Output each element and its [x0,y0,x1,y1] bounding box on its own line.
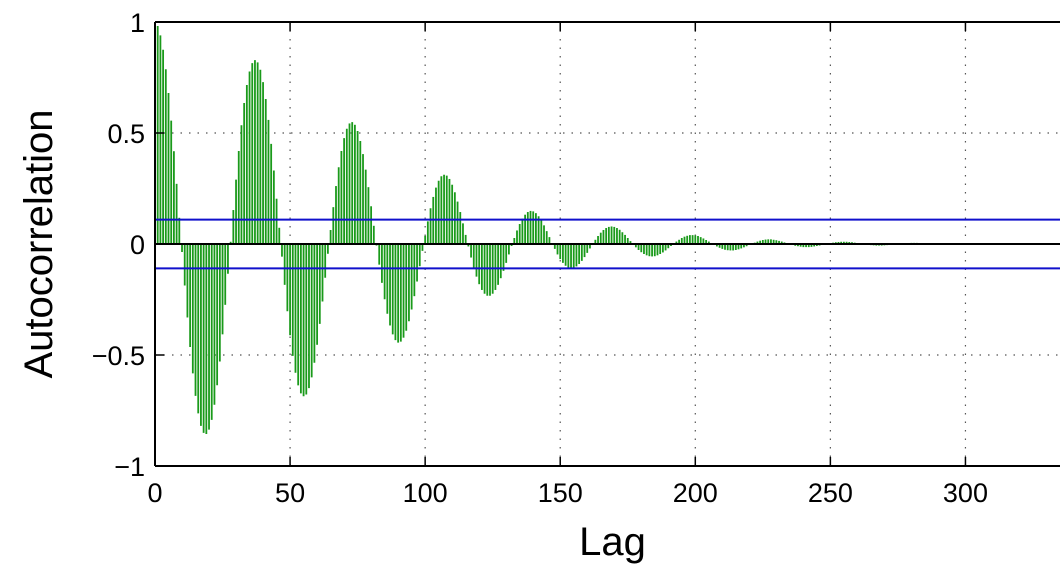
x-tick-label: 150 [538,478,583,508]
x-tick-label: 300 [943,478,988,508]
x-tick-label: 250 [808,478,853,508]
x-tick-labels: 0 50 100 150 200 250 300 [147,478,987,508]
y-tick-label: −0.5 [92,341,145,371]
x-tick-label: 200 [673,478,718,508]
y-tick-labels: −1 −0.5 0 0.5 1 [92,8,145,482]
x-tick-label: 50 [275,478,305,508]
x-axis-title: Lag [579,520,646,564]
y-tick-label: 0 [130,230,145,260]
y-tick-label: 1 [130,8,145,38]
y-axis-title: Autocorrelation [17,109,61,378]
acf-bars [154,22,1042,435]
x-tick-label: 0 [147,478,162,508]
y-tick-label: 0.5 [107,119,145,149]
plot-axes [154,21,1060,467]
y-tick-label: −1 [114,452,145,482]
x-tick-label: 100 [403,478,448,508]
